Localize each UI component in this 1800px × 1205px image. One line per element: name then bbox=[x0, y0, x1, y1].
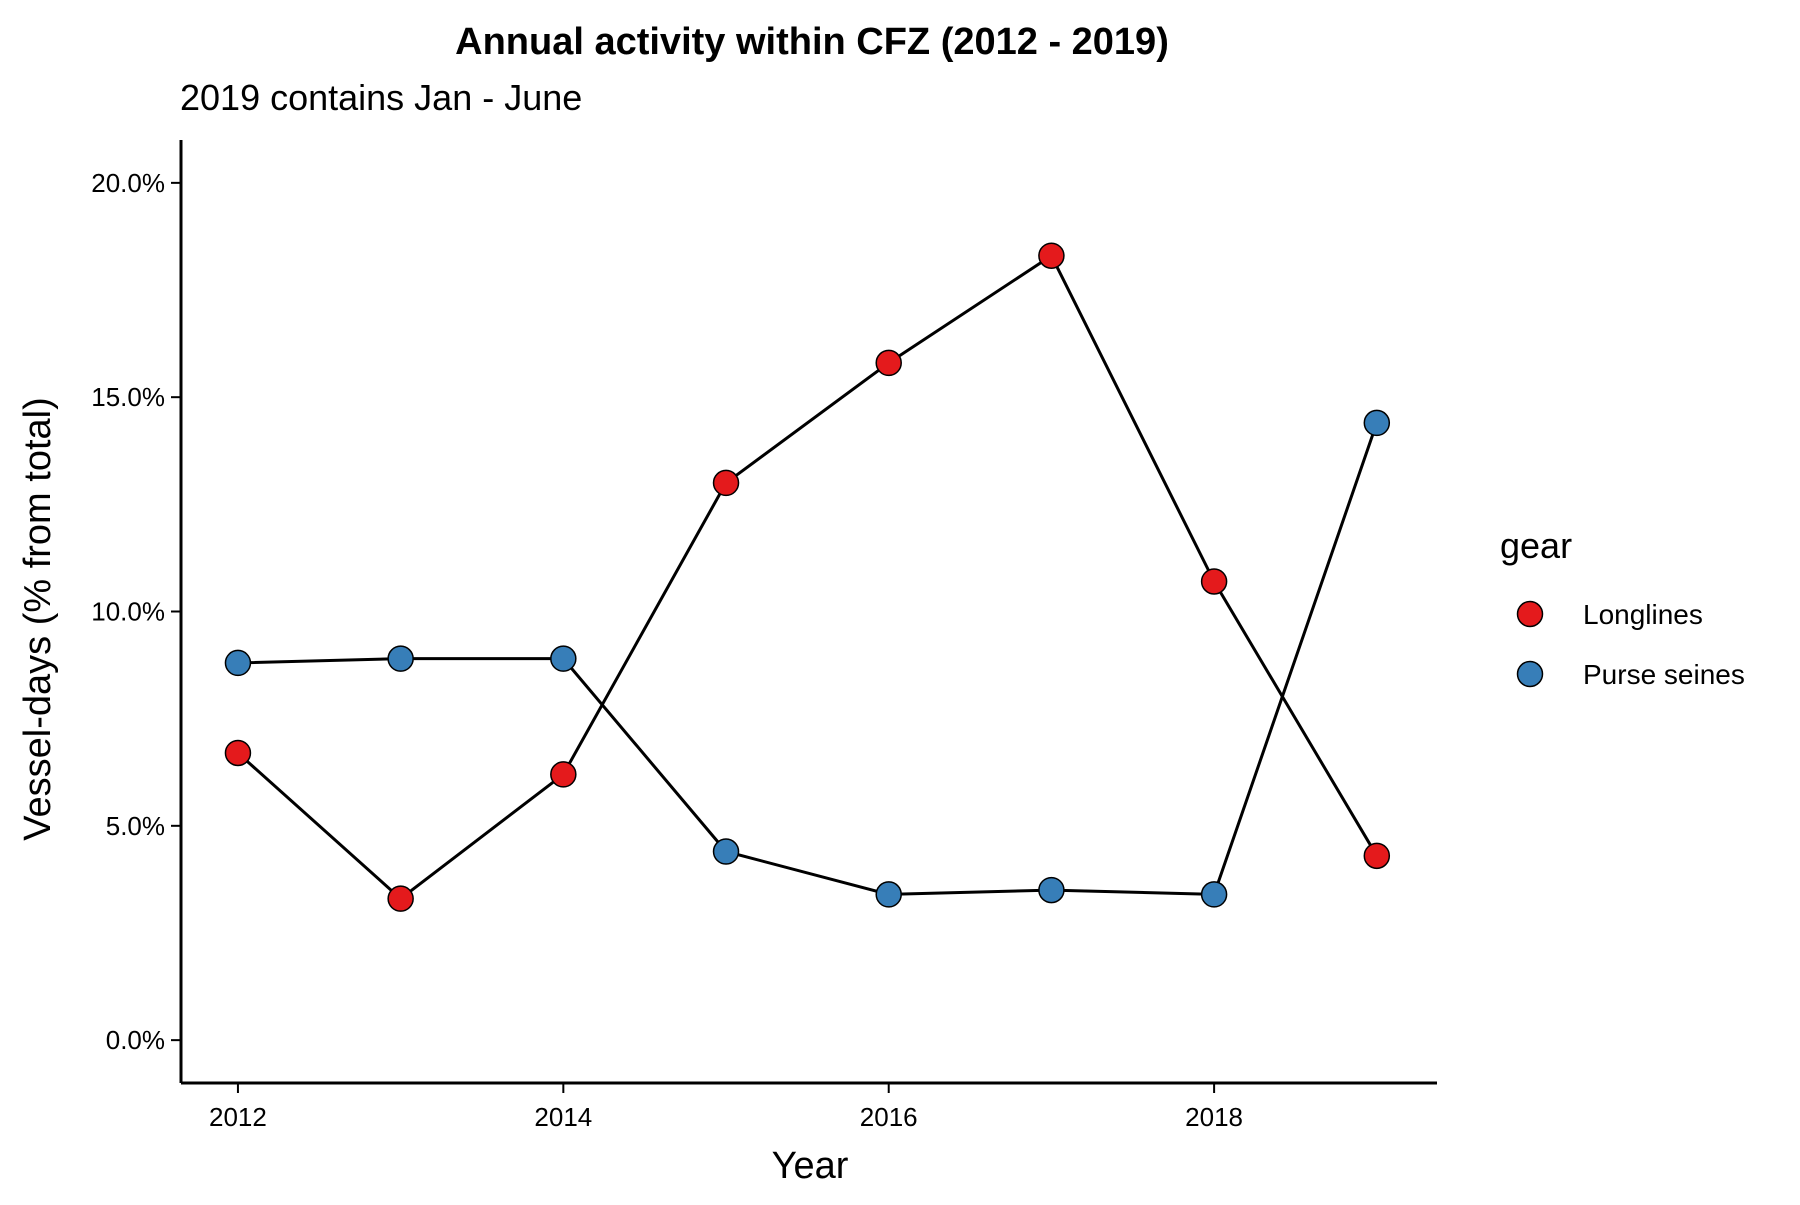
data-point-purse-seines bbox=[550, 645, 577, 672]
series-line-longlines bbox=[236, 254, 1379, 901]
legend: Longlines Purse seines bbox=[1516, 599, 1745, 690]
data-point-longlines bbox=[875, 349, 902, 377]
data-point-longlines bbox=[1200, 568, 1228, 595]
series-line-purse-seines bbox=[237, 422, 1379, 896]
legend-key-longlines bbox=[1516, 600, 1544, 628]
y-tick-label: 15.0% bbox=[91, 382, 165, 412]
y-tick-label: 0.0% bbox=[106, 1025, 165, 1055]
data-point-longlines bbox=[224, 739, 252, 767]
legend-label-purse-seines: Purse seines bbox=[1583, 659, 1745, 690]
axes: 0.0% 5.0% 10.0% 15.0% 20.0% 2012 2014 2016 2018 bbox=[91, 140, 1437, 1132]
y-tick-label: 20.0% bbox=[91, 168, 165, 198]
legend-key-purse-seines bbox=[1516, 660, 1544, 688]
data-point-purse-seines bbox=[1363, 409, 1391, 437]
chart-subtitle: 2019 contains Jan - June bbox=[180, 77, 582, 118]
data-point-purse-seines bbox=[712, 838, 740, 865]
data-point-purse-seines bbox=[1200, 881, 1228, 908]
legend-title: gear bbox=[1500, 525, 1572, 566]
x-tick-label: 2018 bbox=[1185, 1102, 1243, 1132]
y-tick-label: 10.0% bbox=[91, 597, 165, 627]
data-point-longlines bbox=[1038, 242, 1065, 269]
x-axis-title: Year bbox=[772, 1145, 849, 1187]
x-tick-label: 2016 bbox=[860, 1102, 918, 1132]
series-points bbox=[224, 242, 1391, 912]
x-tick-label: 2014 bbox=[534, 1102, 592, 1132]
chart-title: Annual activity within CFZ (2012 - 2019) bbox=[455, 21, 1169, 63]
x-tick-label: 2012 bbox=[209, 1102, 267, 1132]
data-point-longlines bbox=[550, 761, 577, 788]
data-point-longlines bbox=[1363, 842, 1391, 870]
legend-label-longlines: Longlines bbox=[1583, 599, 1703, 630]
y-tick-label: 5.0% bbox=[106, 811, 165, 841]
series-lines bbox=[236, 254, 1379, 901]
data-point-purse-seines bbox=[224, 649, 252, 677]
data-point-purse-seines bbox=[387, 645, 414, 672]
data-point-purse-seines bbox=[1038, 876, 1065, 904]
data-point-longlines bbox=[387, 885, 414, 912]
y-axis-title: Vessel-days (% from total) bbox=[17, 397, 59, 840]
data-point-purse-seines bbox=[875, 881, 902, 908]
data-point-longlines bbox=[712, 469, 740, 497]
